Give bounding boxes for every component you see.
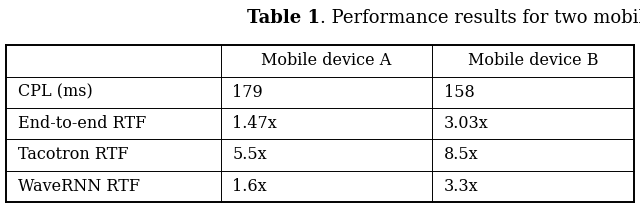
Text: 1.47x: 1.47x xyxy=(232,115,277,132)
Text: End-to-end RTF: End-to-end RTF xyxy=(18,115,146,132)
Text: CPL (ms): CPL (ms) xyxy=(18,84,93,101)
Text: 3.3x: 3.3x xyxy=(444,178,478,195)
Text: 1.6x: 1.6x xyxy=(232,178,267,195)
Text: 3.03x: 3.03x xyxy=(444,115,488,132)
Text: Mobile device B: Mobile device B xyxy=(468,53,598,69)
Text: 179: 179 xyxy=(232,84,263,101)
Text: 158: 158 xyxy=(444,84,474,101)
Text: Mobile device A: Mobile device A xyxy=(261,53,392,69)
Text: Table 1: Table 1 xyxy=(247,9,320,27)
Text: . Performance results for two mobile devices.: . Performance results for two mobile dev… xyxy=(320,9,640,27)
Text: WaveRNN RTF: WaveRNN RTF xyxy=(18,178,140,195)
Text: Tacotron RTF: Tacotron RTF xyxy=(18,146,129,163)
Text: 8.5x: 8.5x xyxy=(444,146,478,163)
Text: 5.5x: 5.5x xyxy=(232,146,267,163)
